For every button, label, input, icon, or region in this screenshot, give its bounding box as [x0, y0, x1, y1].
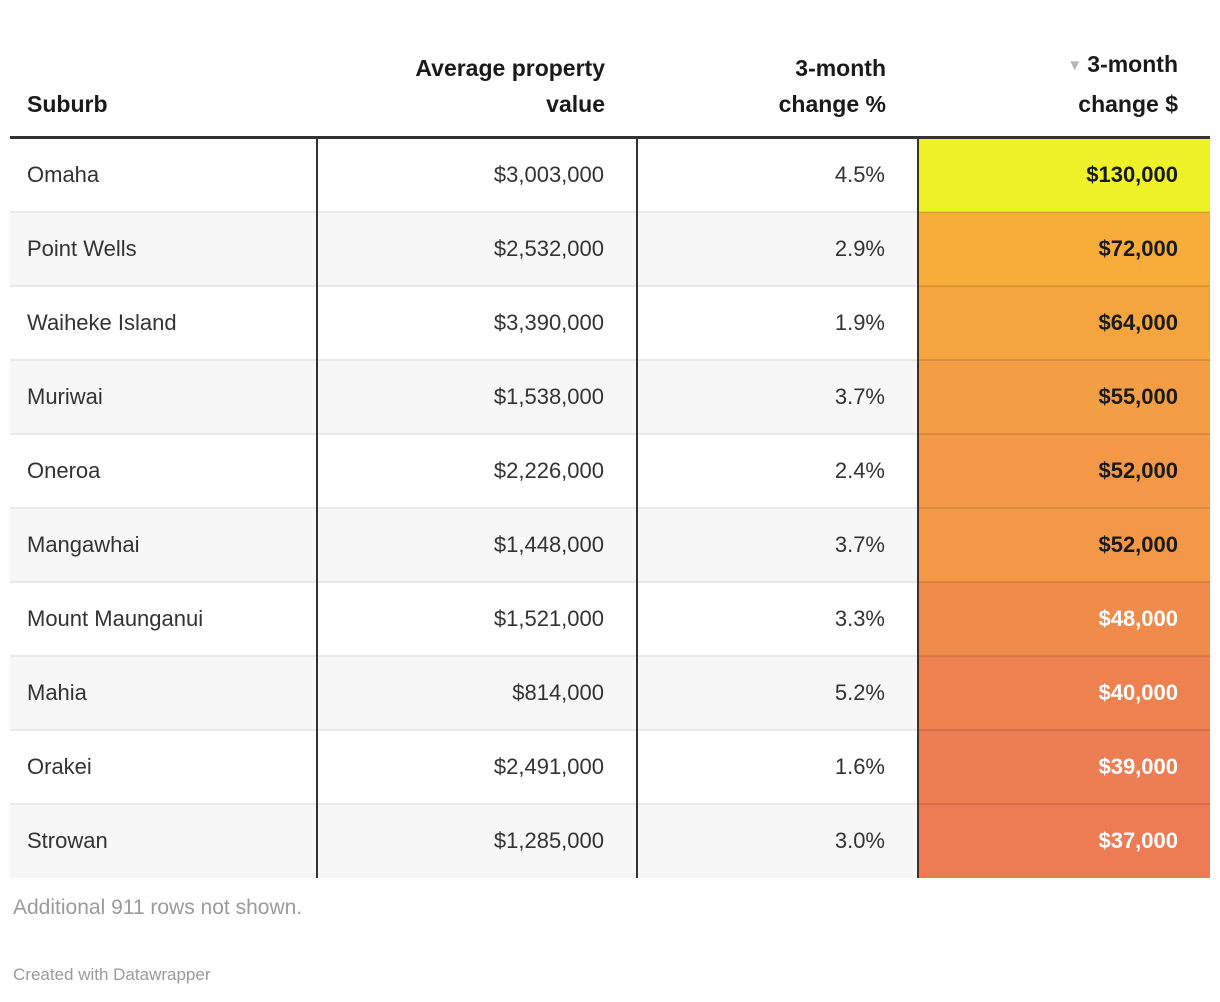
- table-row: Strowan $1,285,000 3.0% $37,000: [10, 802, 1210, 878]
- suburb-cell: Mount Maunganui: [10, 580, 317, 656]
- table-row: Mahia $814,000 5.2% $40,000: [10, 654, 1210, 730]
- column-header-average-property-value-label: Average property value: [415, 55, 605, 117]
- suburb-cell: Orakei: [10, 728, 317, 804]
- change-dollars-cell: $64,000: [917, 284, 1210, 360]
- change-pct-cell: 3.7%: [636, 358, 918, 434]
- table-row: Oneroa $2,226,000 2.4% $52,000: [10, 432, 1210, 508]
- table-header: Suburb Average property value 3-month ch…: [10, 12, 1210, 139]
- table-body: Omaha $3,003,000 4.5% $130,000 Point Wel…: [10, 137, 1210, 878]
- average-value-cell: $3,390,000: [316, 284, 637, 360]
- average-value-cell: $1,285,000: [316, 802, 637, 878]
- datawrapper-attribution[interactable]: Created with Datawrapper: [13, 964, 211, 984]
- change-dollars-cell: $40,000: [917, 654, 1210, 730]
- change-pct-cell: 5.2%: [636, 654, 918, 730]
- table-row: Mount Maunganui $1,521,000 3.3% $48,000: [10, 580, 1210, 656]
- table-row: Orakei $2,491,000 1.6% $39,000: [10, 728, 1210, 804]
- change-pct-cell: 1.9%: [636, 284, 918, 360]
- column-header-suburb-label: Suburb: [27, 91, 108, 117]
- suburb-cell: Omaha: [27, 161, 100, 187]
- change-pct-cell: 4.5%: [636, 137, 918, 212]
- change-dollars-cell: $130,000: [917, 137, 1210, 212]
- change-dollars-cell: $39,000: [917, 728, 1210, 804]
- average-value-cell: $2,491,000: [316, 728, 637, 804]
- average-value-cell: $1,521,000: [316, 580, 637, 656]
- column-header-average-property-value[interactable]: Average property value: [317, 12, 637, 139]
- suburb-cell: Strowan: [10, 802, 317, 878]
- change-pct-cell: 1.6%: [636, 728, 918, 804]
- table-row: Waiheke Island $3,390,000 1.9% $64,000: [10, 284, 1210, 360]
- change-dollars-cell: $55,000: [917, 358, 1210, 434]
- change-pct-cell: 2.9%: [636, 210, 918, 286]
- change-dollars-cell: $52,000: [917, 506, 1210, 582]
- property-table: Suburb Average property value 3-month ch…: [10, 12, 1210, 878]
- change-dollars-cell: $48,000: [917, 580, 1210, 656]
- change-pct-cell: 3.7%: [636, 506, 918, 582]
- column-header-suburb[interactable]: Suburb: [10, 12, 317, 139]
- column-header-3-month-change-pct-label: 3-month change %: [778, 55, 886, 117]
- table-row: Point Wells $2,532,000 2.9% $72,000: [10, 210, 1210, 286]
- suburb-cell: Oneroa: [10, 432, 317, 508]
- table-row: Muriwai $1,538,000 3.7% $55,000: [10, 358, 1210, 434]
- change-dollars-cell: $37,000: [917, 802, 1210, 878]
- column-header-3-month-change-dollars-label: 3-month change $: [1078, 51, 1178, 117]
- suburb-cell: Point Wells: [10, 210, 317, 286]
- change-dollars-cell: $52,000: [917, 432, 1210, 508]
- average-value-cell: $2,532,000: [316, 210, 637, 286]
- suburb-cell: Waiheke Island: [10, 284, 317, 360]
- suburb-cell: Mangawhai: [10, 506, 317, 582]
- average-value-cell: $1,538,000: [316, 358, 637, 434]
- average-value-cell: $1,448,000: [316, 506, 637, 582]
- average-value-cell: $3,003,000: [316, 137, 637, 212]
- column-header-3-month-change-dollars[interactable]: ▼ 3-month change $: [918, 12, 1210, 139]
- average-value-cell: $2,226,000: [316, 432, 637, 508]
- change-pct-cell: 3.0%: [636, 802, 918, 878]
- table-row: Mangawhai $1,448,000 3.7% $52,000: [10, 506, 1210, 582]
- average-value-cell: $814,000: [316, 654, 637, 730]
- suburb-cell: Mahia: [10, 654, 317, 730]
- sort-descending-icon: ▼: [1067, 57, 1083, 74]
- additional-rows-note: Additional 911 rows not shown.: [13, 895, 303, 919]
- column-header-3-month-change-pct[interactable]: 3-month change %: [637, 12, 918, 139]
- change-pct-cell: 3.3%: [636, 580, 918, 656]
- suburb-cell: Muriwai: [10, 358, 317, 434]
- table-row: Omaha $3,003,000 4.5% $130,000: [10, 137, 1210, 212]
- change-pct-cell: 2.4%: [636, 432, 918, 508]
- change-dollars-cell: $72,000: [917, 210, 1210, 286]
